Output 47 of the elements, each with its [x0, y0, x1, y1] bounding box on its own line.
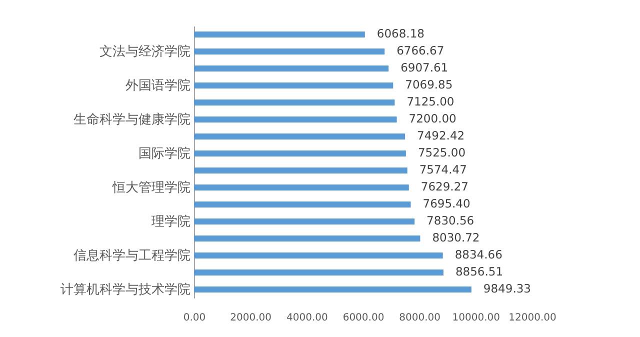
y-tick-label: 计算机科学与技术学院 — [60, 282, 190, 298]
data-label: 8030.72 — [432, 230, 480, 244]
bar — [194, 168, 408, 174]
data-label: 6907.61 — [400, 60, 448, 74]
x-tick-label: 8000.00 — [399, 312, 441, 324]
x-tick-label: 6000.00 — [342, 312, 384, 324]
data-label: 8856.51 — [455, 264, 504, 278]
data-label: 7069.85 — [405, 78, 453, 92]
bar — [194, 134, 406, 140]
y-tick-label: 外国语学院 — [126, 78, 190, 94]
bar — [194, 218, 415, 224]
data-label: 6068.18 — [376, 26, 424, 40]
data-label: 7492.42 — [417, 128, 465, 142]
x-tick-label: 10000.00 — [452, 312, 500, 324]
bar — [194, 32, 365, 38]
data-label: 7695.40 — [422, 196, 470, 210]
bar — [194, 184, 409, 190]
data-label: 9849.33 — [483, 282, 531, 296]
y-tick-label: 文法与经济学院 — [100, 44, 190, 60]
bar — [194, 252, 443, 258]
data-label: 7525.00 — [418, 146, 466, 160]
bar — [194, 270, 444, 276]
data-label: 7125.00 — [406, 94, 454, 108]
y-tick-label: 恒大管理学院 — [112, 180, 190, 196]
bar — [194, 150, 406, 156]
y-tick-label: 生命科学与健康学院 — [74, 112, 190, 128]
data-label: 7200.00 — [408, 112, 456, 126]
bar — [194, 236, 420, 242]
bar — [194, 286, 472, 292]
bar — [194, 202, 411, 208]
bar — [194, 100, 395, 106]
data-label: 7830.56 — [426, 214, 474, 228]
x-tick-label: 0.00 — [183, 312, 206, 324]
data-label: 8834.66 — [454, 248, 502, 262]
data-label: 6766.67 — [396, 44, 444, 58]
data-label: 7629.27 — [420, 180, 468, 194]
y-tick-label: 理学院 — [152, 214, 190, 230]
x-tick-label: 2000.00 — [230, 312, 272, 324]
bar — [194, 116, 397, 122]
y-tick-label: 国际学院 — [138, 146, 190, 162]
x-tick-label: 12000.00 — [508, 312, 556, 324]
bar — [194, 82, 394, 88]
y-tick-label: 信息科学与工程学院 — [74, 248, 190, 264]
data-label: 7574.47 — [419, 162, 467, 176]
bar — [194, 66, 389, 72]
bar — [194, 48, 385, 54]
x-tick-label: 4000.00 — [286, 312, 328, 324]
